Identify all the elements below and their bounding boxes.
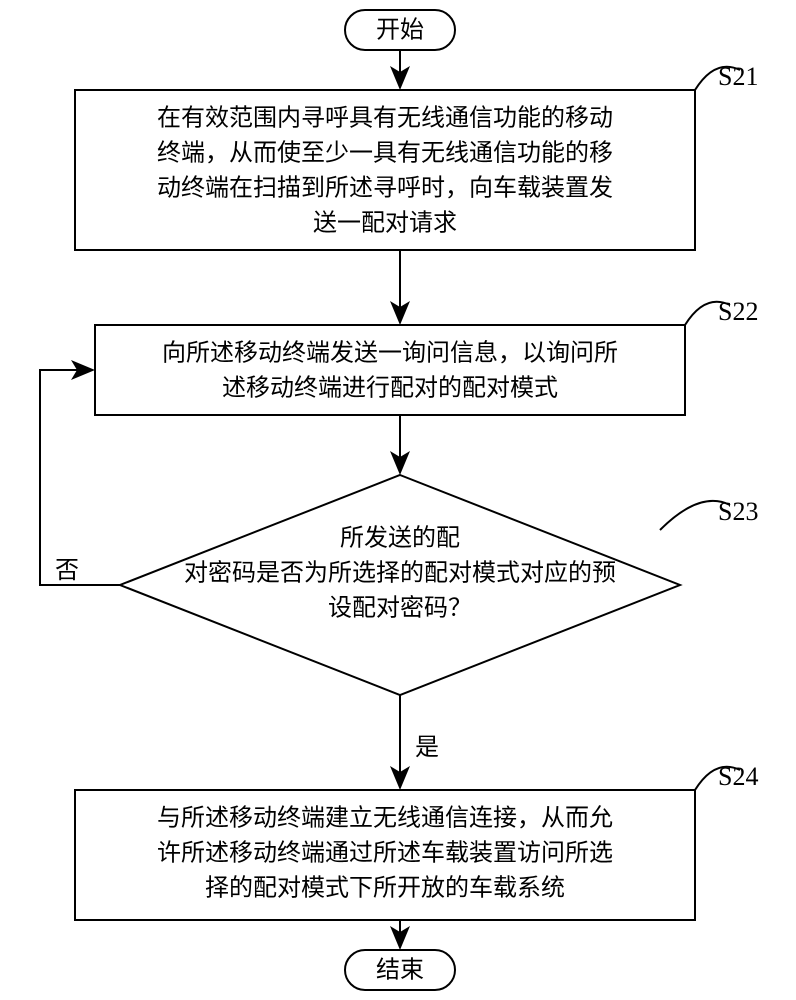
s22-label: S22 xyxy=(718,297,758,326)
s23-label: S23 xyxy=(718,497,758,526)
s24-line1: 与所述移动终端建立无线通信连接，从而允 xyxy=(157,805,613,832)
step-s24: 与所述移动终端建立无线通信连接，从而允 许所述移动终端通过所述车载装置访问所选 … xyxy=(75,762,758,920)
s22-line1: 向所述移动终端发送一询问信息，以询问所 xyxy=(162,340,618,367)
s21-line2: 终端，从而使至少一具有无线通信功能的移 xyxy=(157,140,613,167)
s21-line1: 在有效范围内寻呼具有无线通信功能的移动 xyxy=(157,105,613,132)
s21-line4: 送一配对请求 xyxy=(313,210,457,237)
flowchart: 开始 在有效范围内寻呼具有无线通信功能的移动 终端，从而使至少一具有无线通信功能… xyxy=(0,0,796,1000)
edge-yes-label: 是 xyxy=(415,735,439,761)
edge-no-label: 否 xyxy=(55,558,79,584)
end-label: 结束 xyxy=(376,957,424,984)
step-s21: 在有效范围内寻呼具有无线通信功能的移动 终端，从而使至少一具有无线通信功能的移 … xyxy=(75,62,758,250)
s24-line2: 许所述移动终端通过所述车载装置访问所选 xyxy=(157,840,613,867)
s21-line3: 动终端在扫描到所述寻呼时，向车载装置发 xyxy=(157,175,613,202)
s24-label: S24 xyxy=(718,762,758,791)
s21-label: S21 xyxy=(718,62,758,91)
step-s22: 向所述移动终端发送一询问信息，以询问所 述移动终端进行配对的配对模式 S22 xyxy=(95,297,758,415)
start-label: 开始 xyxy=(376,17,424,44)
s24-line3: 择的配对模式下所开放的车载系统 xyxy=(205,875,565,902)
end-terminator: 结束 xyxy=(345,950,455,990)
start-terminator: 开始 xyxy=(345,10,455,50)
edge-s23-s24-yes: 是 xyxy=(400,695,439,786)
s23-line2: 对密码是否为所选择的配对模式对应的预 xyxy=(184,560,616,587)
step-s23: 所发送的配 对密码是否为所选择的配对模式对应的预 设配对密码？ S23 xyxy=(120,475,758,695)
s23-line1: 所发送的配 xyxy=(340,525,460,552)
s23-line3: 设配对密码？ xyxy=(328,595,472,622)
s22-line2: 述移动终端进行配对的配对模式 xyxy=(222,375,558,402)
